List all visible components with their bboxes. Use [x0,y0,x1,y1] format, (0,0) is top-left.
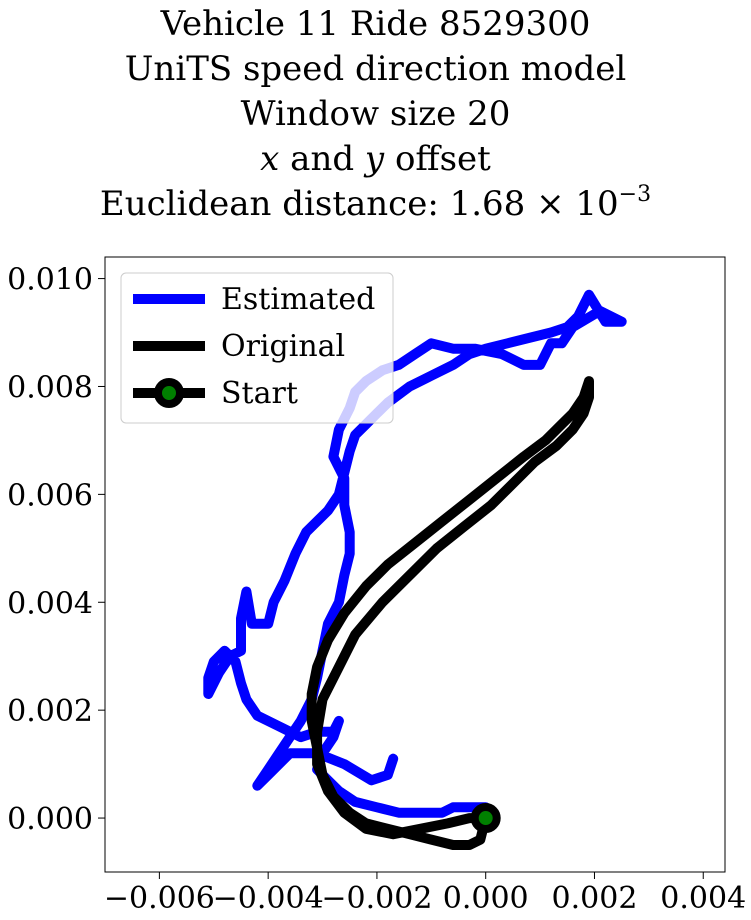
x-tick-label: 0.000 [443,881,529,916]
chart-title: Vehicle 11 Ride 8529300 UniTS speed dire… [0,0,751,227]
y-tick-label: 0.010 [7,263,93,298]
x-tick-label: −0.004 [213,881,324,916]
legend-start-marker [154,378,184,408]
title-distance-exponent: −3 [618,182,652,207]
x-tick-label: 0.002 [552,881,638,916]
series-layer [203,289,627,850]
estimated-series-line [203,289,627,818]
legend-original-label: Original [221,329,345,364]
plot-frame [104,256,726,873]
title-distance-prefix: Euclidean distance: 1.68 × 10 [99,184,619,224]
title-offset-word: offset [394,139,491,179]
x-tick-label: 0.004 [660,881,746,916]
x-axis-ticks: −0.006−0.004−0.002 0.000 0.002 0.004 [104,872,746,916]
start-point-marker [470,803,501,834]
legend-estimated-label: Estimated [221,282,375,317]
title-y-symbol: y [364,139,385,179]
legend: Estimated Original Start [120,272,394,424]
title-line-4: x and y offset [0,137,751,182]
y-tick-label: 0.004 [7,586,93,621]
y-tick-label: 0.002 [7,694,93,729]
title-x-symbol: x [260,139,280,179]
title-and-word: and [290,139,355,179]
x-tick-label: −0.006 [104,881,215,916]
y-axis-ticks: 0.000 0.002 0.004 0.006 0.008 0.010 [7,263,105,837]
x-tick-label: −0.002 [321,881,432,916]
title-line-2: UniTS speed direction model [124,49,627,89]
title-line-1: Vehicle 11 Ride 8529300 [160,4,591,44]
y-tick-label: 0.006 [7,478,93,513]
title-line-5: Euclidean distance: 1.68 × 10−3 [0,182,751,227]
legend-box [120,272,394,424]
legend-start-label: Start [221,376,298,411]
original-series-line [306,376,594,850]
y-tick-label: 0.008 [7,370,93,405]
title-line-3: Window size 20 [240,94,511,134]
y-tick-label: 0.000 [7,802,93,837]
